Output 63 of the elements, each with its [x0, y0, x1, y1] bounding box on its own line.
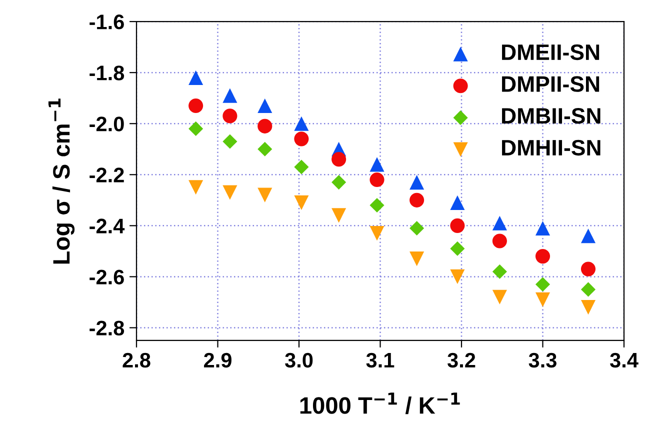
x-tick-label: 3.4	[610, 352, 638, 368]
y-tick-label: -2.6	[90, 270, 124, 284]
point	[580, 300, 596, 315]
point	[258, 142, 272, 156]
point	[492, 264, 507, 279]
y-tick-label: -2.4	[90, 218, 125, 234]
point	[450, 241, 465, 256]
point	[222, 185, 238, 200]
x-axis-title: 1000 T$^{−1}$ / K$^{−1}$	[300, 392, 460, 414]
point	[370, 226, 384, 241]
legend-label: DMPII-SN	[502, 76, 600, 92]
point	[410, 175, 424, 190]
point	[222, 88, 238, 103]
point	[258, 118, 272, 134]
point	[370, 157, 384, 172]
point	[294, 116, 309, 131]
point	[188, 98, 204, 114]
point	[535, 220, 550, 236]
point	[332, 208, 346, 223]
point	[492, 290, 507, 304]
y-tick-label: -2.2	[90, 168, 124, 182]
point	[492, 216, 507, 230]
point	[410, 192, 424, 208]
y-tick-label: -1.8	[90, 66, 124, 80]
point	[492, 234, 507, 248]
point	[450, 269, 465, 284]
point	[535, 277, 550, 292]
y-axis-title: Log σ / S cm$^{−1}$	[48, 98, 75, 264]
legend-label: DMEII-SN	[502, 44, 600, 60]
point	[188, 121, 204, 136]
point	[294, 160, 309, 174]
point	[370, 198, 384, 213]
point	[222, 108, 238, 124]
point	[332, 152, 346, 167]
point	[258, 188, 272, 202]
legend-label: DMBII-SN	[502, 108, 600, 124]
y-tick-label: -2.0	[90, 116, 124, 132]
x-tick-label: 3.3	[528, 352, 556, 368]
point	[535, 292, 550, 307]
x-tick-label: 3.1	[366, 352, 394, 368]
point	[450, 195, 465, 210]
x-tick-label: 3.2	[448, 352, 476, 368]
point	[332, 175, 346, 190]
point	[535, 249, 550, 264]
point	[410, 252, 424, 266]
point	[410, 220, 424, 236]
x-tick-label: 3.0	[285, 352, 313, 368]
legend-label: DMHII-SN	[502, 140, 600, 156]
y-tick-label: -1.6	[90, 14, 124, 30]
point	[222, 134, 238, 149]
y-tick-label: -2.8	[90, 320, 124, 336]
point	[188, 180, 204, 195]
x-tick-label: 2.9	[204, 352, 232, 368]
point	[450, 218, 465, 233]
point	[294, 132, 309, 146]
point	[580, 228, 596, 244]
point	[258, 98, 272, 114]
point	[580, 262, 596, 276]
point	[580, 282, 596, 297]
x-tick-label: 2.8	[122, 352, 150, 368]
point	[188, 70, 204, 85]
point	[294, 195, 309, 210]
point	[370, 172, 384, 188]
